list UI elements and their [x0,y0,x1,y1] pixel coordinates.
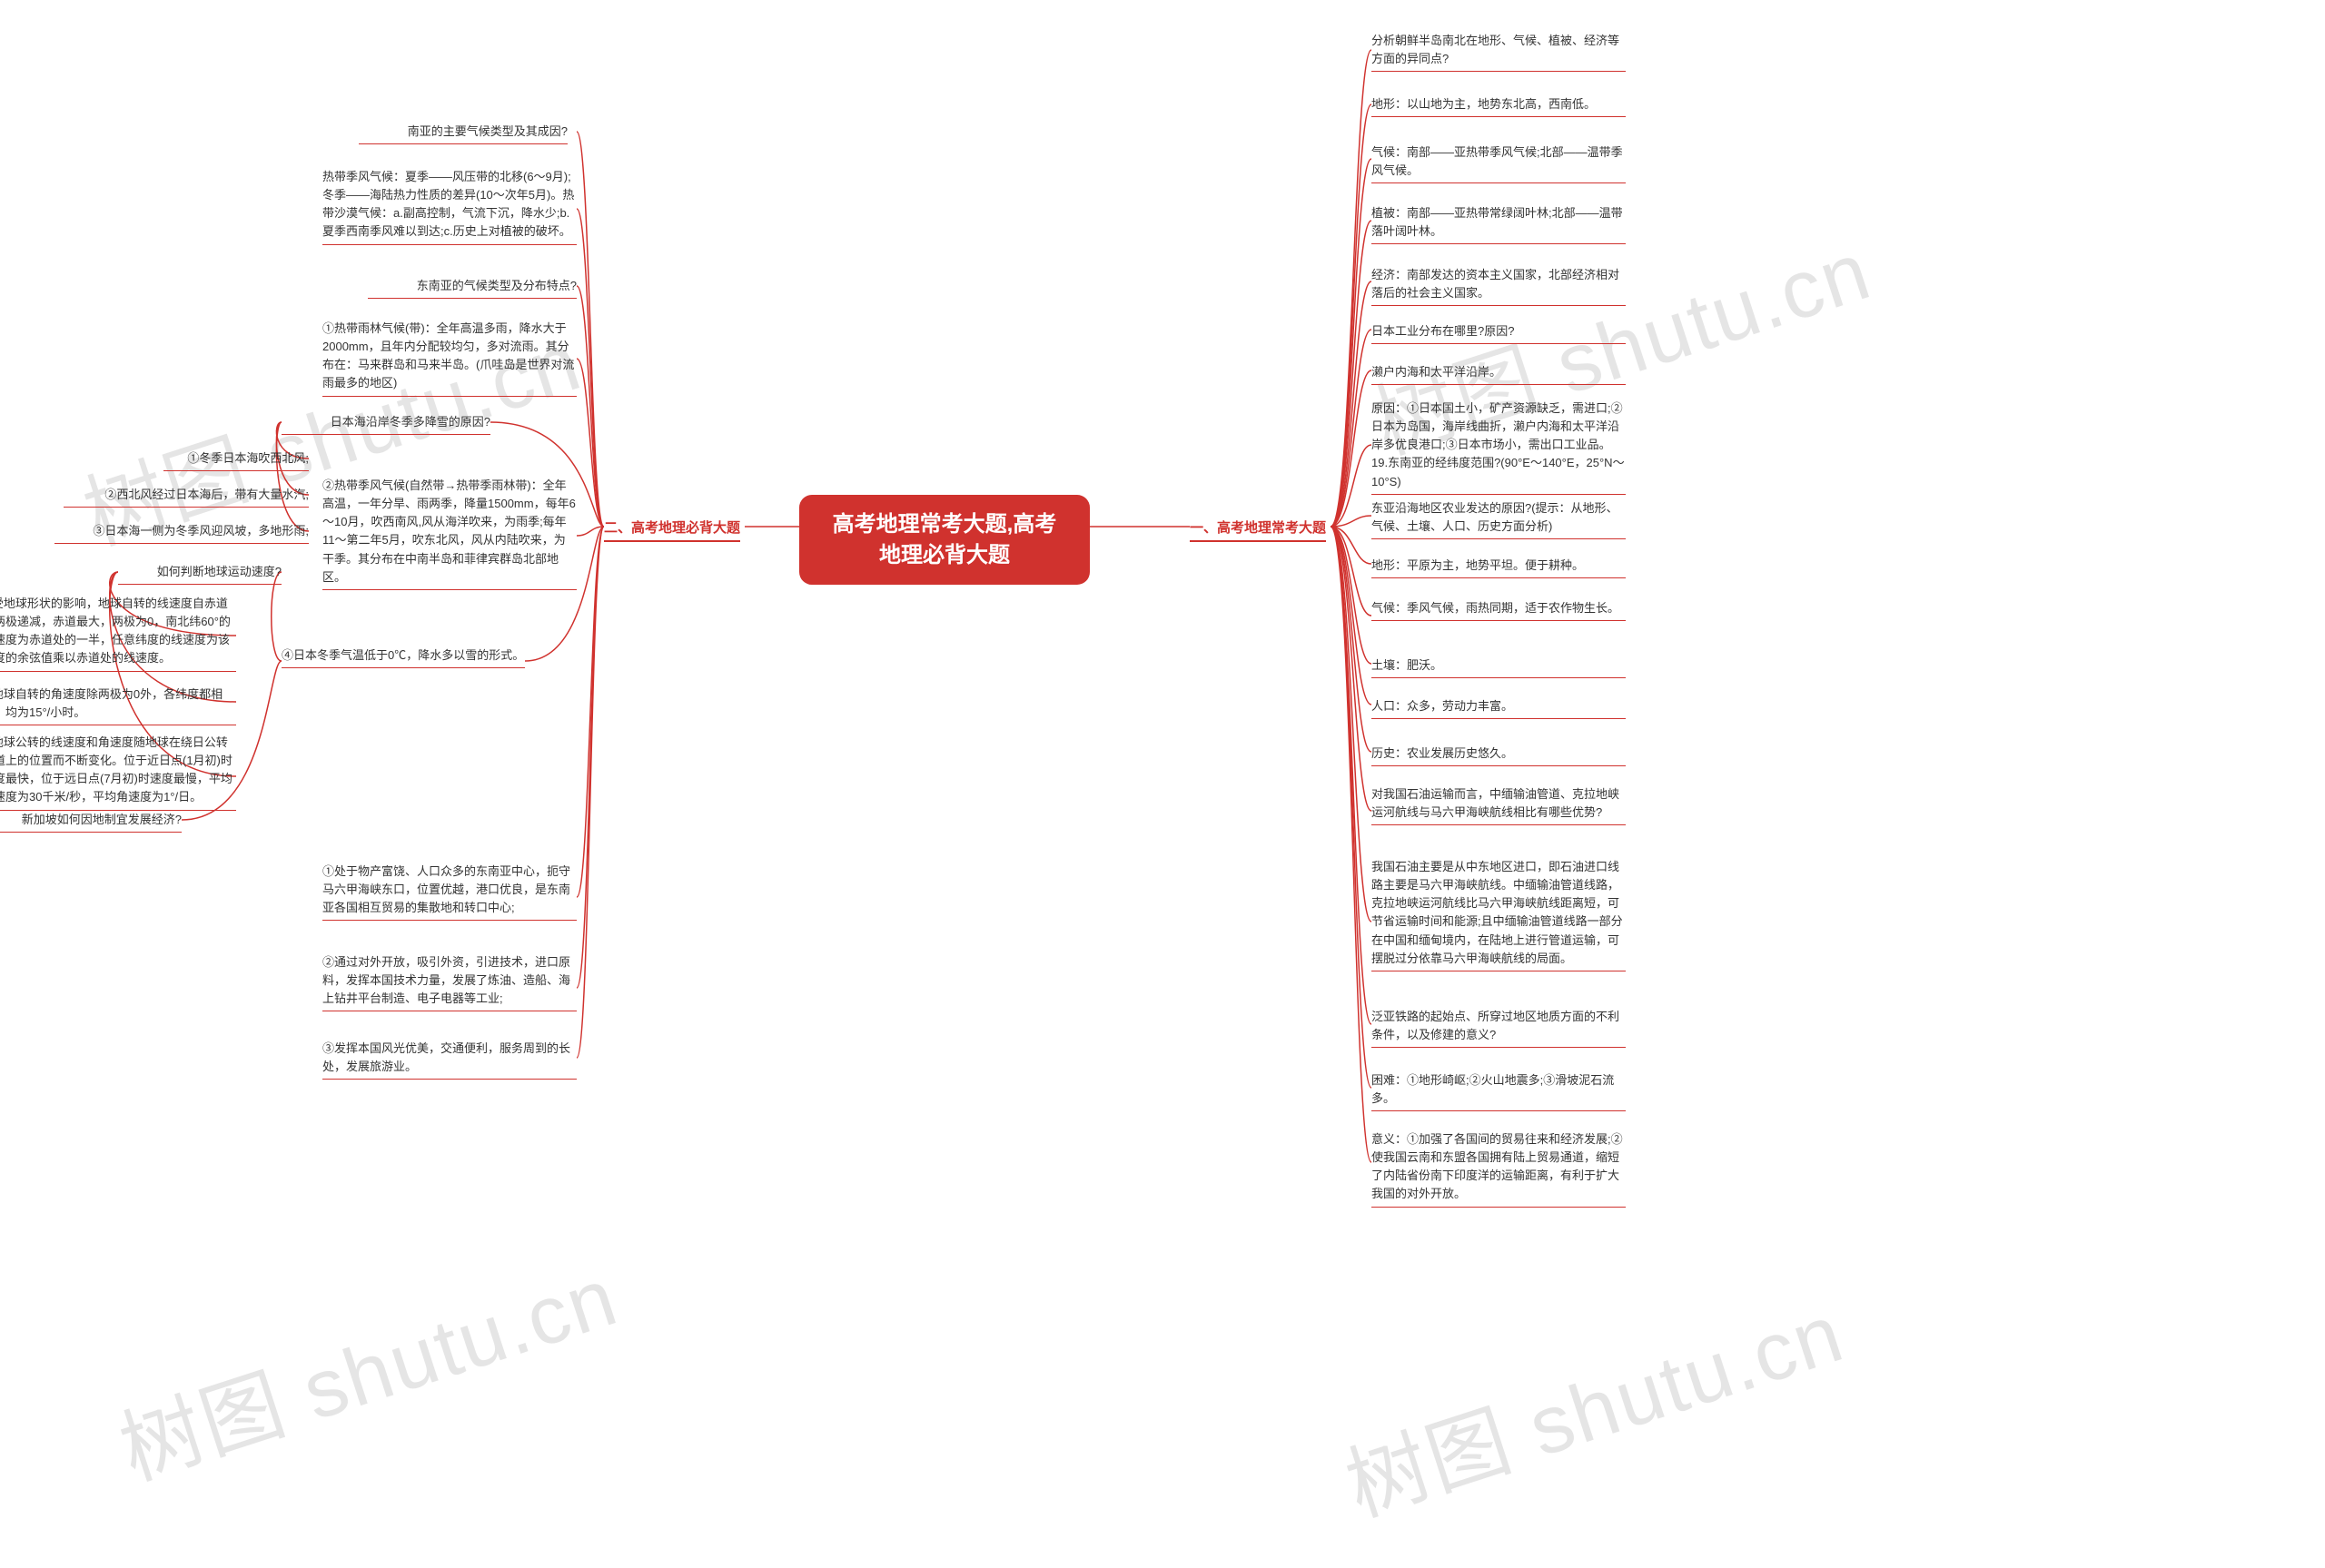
node[interactable]: 1.受地球形状的影响，地球自转的线速度自赤道向两极递减，赤道最大，两极为0，南北… [0,595,236,672]
node[interactable]: 分析朝鲜半岛南北在地形、气候、植被、经济等方面的异同点? [1371,32,1626,72]
node[interactable]: ①处于物产富饶、人口众多的东南亚中心，扼守马六甲海峡东口，位置优越，港口优良，是… [322,863,577,921]
mindmap-canvas: 树图 shutu.cn 树图 shutu.cn 树图 shutu.cn 树图 s… [0,0,2325,1568]
node[interactable]: 3.地球公转的线速度和角速度随地球在绕日公转轨道上的位置而不断变化。位于近日点(… [0,734,236,811]
node[interactable]: 原因：①日本国土小，矿产资源缺乏，需进口;②日本为岛国，海岸线曲折，濑户内海和太… [1371,399,1626,495]
node[interactable]: ②热带季风气候(自然带→热带季雨林带)：全年高温，一年分旱、雨两季，降量1500… [322,477,577,590]
node[interactable]: 日本海沿岸冬季多降雪的原因? [282,413,490,435]
branch-right[interactable]: 一、高考地理常考大题 [1190,518,1326,542]
node[interactable]: 泛亚铁路的起始点、所穿过地区地质方面的不利条件，以及修建的意义? [1371,1008,1626,1048]
watermark: 树图 shutu.cn [104,1231,630,1503]
node[interactable]: ①热带雨林气候(带)：全年高温多雨，降水大于2000mm，且年内分配较均匀，多对… [322,320,577,397]
node[interactable]: ①冬季日本海吹西北风; [163,449,309,471]
node[interactable]: ④日本冬季气温低于0℃，降水多以雪的形式。 [282,646,525,668]
node[interactable]: 我国石油主要是从中东地区进口，即石油进口线路主要是马六甲海峡航线。中缅输油管道线… [1371,858,1626,971]
root-node[interactable]: 高考地理常考大题,高考地理必背大题 [799,495,1090,585]
node[interactable]: 东南亚的气候类型及分布特点? [368,277,577,299]
node[interactable]: 人口：众多，劳动力丰富。 [1371,697,1626,719]
node[interactable]: 土壤：肥沃。 [1371,656,1626,678]
node[interactable]: 意义：①加强了各国间的贸易往来和经济发展;②使我国云南和东盟各国拥有陆上贸易通道… [1371,1130,1626,1208]
node[interactable]: ③日本海一侧为冬季风迎风坡，多地形雨; [54,522,309,544]
node[interactable]: 地形：平原为主，地势平坦。便于耕种。 [1371,557,1626,578]
node[interactable]: 新加坡如何因地制宜发展经济? [0,811,182,833]
node[interactable]: 经济：南部发达的资本主义国家，北部经济相对落后的社会主义国家。 [1371,266,1626,306]
node[interactable]: 如何判断地球运动速度? [118,563,282,585]
node[interactable]: 东亚沿海地区农业发达的原因?(提示：从地形、气候、土壤、人口、历史方面分析) [1371,499,1626,539]
node[interactable]: ③发挥本国风光优美，交通便利，服务周到的长处，发展旅游业。 [322,1040,577,1080]
node[interactable]: ②西北风经过日本海后，带有大量水汽; [64,486,309,508]
node[interactable]: 气候：季风气候，雨热同期，适于农作物生长。 [1371,599,1626,621]
node[interactable]: 对我国石油运输而言，中缅输油管道、克拉地峡运河航线与马六甲海峡航线相比有哪些优势… [1371,785,1626,825]
node[interactable]: 气候：南部——亚热带季风气候;北部——温带季风气候。 [1371,143,1626,183]
node[interactable]: 2.地球自转的角速度除两极为0外，各纬度都相等，均为15°/小时。 [0,685,236,725]
node[interactable]: 困难：①地形崎岖;②火山地震多;③滑坡泥石流多。 [1371,1071,1626,1111]
node[interactable]: 濑户内海和太平洋沿岸。 [1371,363,1626,385]
node[interactable]: 日本工业分布在哪里?原因? [1371,322,1626,344]
node[interactable]: 植被：南部——亚热带常绿阔叶林;北部——温带落叶阔叶林。 [1371,204,1626,244]
node[interactable]: 历史：农业发展历史悠久。 [1371,745,1626,766]
branch-left[interactable]: 二、高考地理必背大题 [604,518,740,542]
watermark: 树图 shutu.cn [1330,1267,1856,1539]
node[interactable]: ②通过对外开放，吸引外资，引进技术，进口原料，发挥本国技术力量，发展了炼油、造船… [322,953,577,1011]
node[interactable]: 热带季风气候：夏季——风压带的北移(6～9月);冬季——海陆热力性质的差异(10… [322,168,577,245]
node[interactable]: 南亚的主要气候类型及其成因? [359,123,568,144]
node[interactable]: 地形：以山地为主，地势东北高，西南低。 [1371,95,1626,117]
